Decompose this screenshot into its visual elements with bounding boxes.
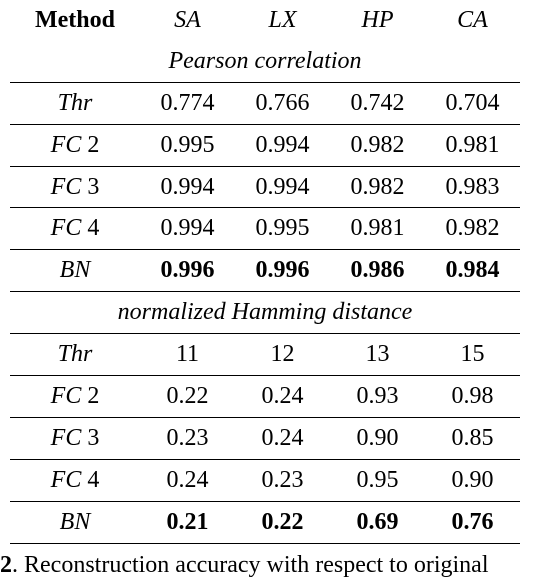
method-name: FC [50,382,82,409]
table-cell: 0.93 [330,375,425,418]
table-header-row: Method SA LX HP CA [10,0,520,41]
method-column-header: Method [35,6,115,33]
table-row: Thr 0.774 0.766 0.742 0.704 [10,82,520,125]
table-row: BN 0.996 0.996 0.986 0.984 [10,249,520,293]
method-name: BN [59,257,91,284]
method-label: FC 2 [10,124,140,167]
table-cell: 11 [140,333,235,377]
method-variant: 4 [81,466,100,493]
table-cell: 0.996 [235,249,330,293]
table-cell: 13 [330,333,425,377]
table-cell: 0.98 [425,375,520,418]
method-name: FC [50,173,82,200]
method-name: FC [50,215,82,242]
method-name: FC [50,466,82,493]
table-row: BN 0.21 0.22 0.69 0.76 [10,501,520,544]
table-cell: 0.23 [140,417,235,460]
table-row: FC 3 0.23 0.24 0.90 0.85 [10,417,520,460]
section-row: normalized Hamming distance [10,291,520,335]
table-cell: 0.996 [140,249,235,293]
method-variant: 3 [81,173,100,200]
table-cell: 0.982 [425,207,520,251]
table-cell: 0.994 [140,207,235,251]
table-cell: 0.24 [235,417,330,460]
section-row: Pearson correlation [10,40,520,83]
caption-text: Reconstruction accuracy with respect to … [24,552,489,578]
method-label: FC 2 [10,375,140,418]
table-row: FC 4 0.994 0.995 0.981 0.982 [10,207,520,251]
results-table: Method SA LX HP CA Pearson correlation Th… [10,0,520,544]
table-row: FC 3 0.994 0.994 0.982 0.983 [10,166,520,209]
table-cell: 0.21 [140,501,235,544]
table-row: FC 2 0.22 0.24 0.93 0.98 [10,375,520,418]
section-title: normalized Hamming distance [10,291,520,335]
method-variant: 3 [81,424,100,451]
table-cell: 0.90 [425,459,520,502]
table-cell: 0.766 [235,82,330,125]
table-cell: 0.982 [330,166,425,209]
column-header-lx: LX [268,6,297,33]
table-cell: 0.983 [425,166,520,209]
table-cell: 0.90 [330,417,425,460]
section-title: Pearson correlation [10,40,520,83]
table-row: Thr 11 12 13 15 [10,333,520,377]
table-cell: 0.984 [425,249,520,293]
table-cell: 0.981 [330,207,425,251]
table-cell: 0.24 [235,375,330,418]
table-cell: 0.22 [140,375,235,418]
method-name: FC [50,131,82,158]
method-label: BN [10,249,140,293]
column-header-ca: CA [457,6,488,33]
table-cell: 0.24 [140,459,235,502]
table-caption: 2. Reconstruction accuracy with respect … [0,552,489,578]
table-cell: 0.742 [330,82,425,125]
method-label: BN [10,501,140,544]
table-cell: 0.704 [425,82,520,125]
table-body: Pearson correlation Thr 0.774 0.766 0.742 0.7… [10,40,520,544]
method-variant: 2 [81,382,100,409]
table-cell: 0.774 [140,82,235,125]
column-header-hp: HP [361,6,394,33]
table-cell: 0.95 [330,459,425,502]
table-cell: 0.994 [140,166,235,209]
table-cell: 0.85 [425,417,520,460]
method-label: FC 4 [10,207,140,251]
method-name: Thr [57,89,93,116]
table-cell: 12 [235,333,330,377]
table-cell: 0.22 [235,501,330,544]
table-cell: 0.994 [235,166,330,209]
table-cell: 0.982 [330,124,425,167]
table-row: FC 2 0.995 0.994 0.982 0.981 [10,124,520,167]
method-label: Thr [10,82,140,125]
method-label: FC 3 [10,417,140,460]
table-cell: 0.995 [235,207,330,251]
column-header-sa: SA [174,6,201,33]
method-name: Thr [57,341,93,368]
method-label: FC 3 [10,166,140,209]
method-label: Thr [10,333,140,377]
method-label: FC 4 [10,459,140,502]
table-cell: 0.994 [235,124,330,167]
caption-number: 2 [0,552,12,578]
table-cell: 0.23 [235,459,330,502]
table-cell: 0.981 [425,124,520,167]
method-variant: 4 [81,215,100,242]
table-cell: 0.995 [140,124,235,167]
table-row: FC 4 0.24 0.23 0.95 0.90 [10,459,520,502]
table-cell: 0.76 [425,501,520,544]
method-variant: 2 [81,131,100,158]
table-cell: 0.69 [330,501,425,544]
table-cell: 0.986 [330,249,425,293]
table-cell: 15 [425,333,520,377]
method-name: FC [50,424,82,451]
method-name: BN [59,508,91,535]
